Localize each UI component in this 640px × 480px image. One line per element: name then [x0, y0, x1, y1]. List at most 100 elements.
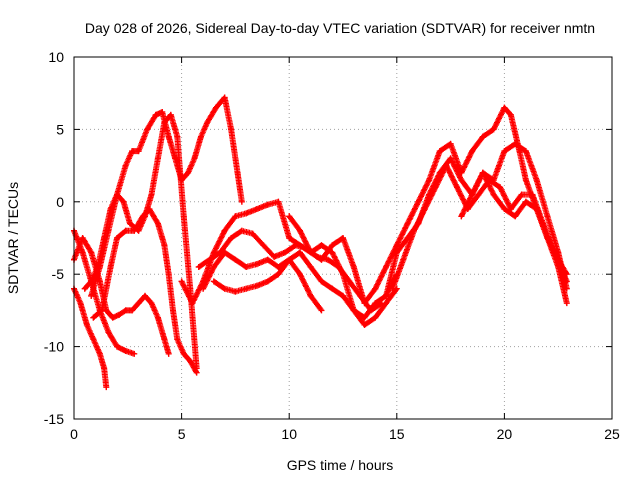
x-tick-label: 10 [281, 426, 297, 442]
series-trace [200, 249, 399, 328]
series-trace [71, 235, 172, 356]
x-tick-label: 20 [497, 426, 513, 442]
data-point [479, 169, 486, 176]
data-point [436, 148, 443, 155]
data-point [114, 343, 121, 350]
data-point [107, 206, 114, 213]
data-point [146, 206, 153, 213]
data-point [79, 249, 86, 256]
data-point [253, 261, 260, 268]
data-point [501, 104, 508, 111]
data-point [479, 133, 486, 140]
data-point [318, 242, 325, 249]
data-point [238, 227, 245, 234]
data-point [447, 155, 454, 162]
data-point [101, 365, 108, 372]
data-point [264, 256, 271, 263]
data-point [296, 249, 303, 256]
data-point [148, 300, 155, 307]
data-point [563, 271, 570, 278]
x-axis-label: GPS time / hours [287, 457, 394, 473]
data-point [131, 350, 138, 357]
data-point [154, 155, 161, 162]
data-point [443, 162, 450, 169]
data-point [372, 314, 379, 321]
data-point [335, 263, 342, 270]
data-point [501, 206, 508, 213]
data-point [139, 213, 146, 220]
y-tick-label: -5 [52, 266, 65, 282]
data-point [88, 292, 95, 299]
data-point [165, 133, 172, 140]
data-series [81, 111, 200, 372]
data-point [286, 235, 293, 241]
data-point [81, 285, 88, 292]
data-point [90, 314, 97, 321]
data-point [114, 235, 121, 241]
y-tick-label: -15 [44, 411, 64, 427]
data-point [329, 242, 336, 249]
data-point [191, 155, 198, 162]
data-point [88, 249, 95, 256]
data-point [169, 307, 176, 314]
x-tick-label: 25 [604, 426, 620, 442]
data-point [221, 227, 228, 234]
chart-title: Day 028 of 2026, Sidereal Day-to-day VTE… [85, 20, 595, 36]
x-tick-label: 0 [70, 426, 78, 442]
data-point [432, 184, 439, 191]
data-point [98, 307, 105, 314]
data-point [389, 285, 396, 292]
data-series [90, 206, 200, 376]
data-point [346, 278, 353, 285]
data-point [189, 300, 196, 307]
data-series [286, 213, 379, 307]
data-series [210, 256, 325, 314]
data-point [361, 314, 368, 321]
data-point [126, 220, 133, 227]
data-point [361, 321, 368, 328]
data-point [96, 350, 103, 357]
plot-frame [73, 56, 613, 420]
data-point [296, 271, 303, 278]
data-point [318, 278, 325, 285]
data-point [264, 201, 271, 208]
data-point [195, 263, 202, 270]
data-point [210, 278, 217, 285]
data-point [469, 148, 476, 155]
data-point [329, 249, 336, 256]
data-point [490, 126, 497, 133]
data-point [340, 235, 346, 241]
data-series [200, 249, 400, 328]
y-tick-label: -10 [44, 339, 64, 355]
data-point [180, 350, 187, 357]
data-point [264, 278, 271, 285]
data-point [307, 249, 314, 256]
data-point [249, 230, 256, 237]
data-point [96, 278, 103, 285]
data-series [389, 162, 570, 292]
data-point [114, 191, 121, 198]
data-point [101, 235, 108, 241]
data-point [329, 285, 336, 292]
data-point [563, 300, 570, 307]
data-point [404, 220, 411, 227]
data-point [281, 249, 288, 256]
data-point [292, 242, 299, 249]
data-point [210, 263, 217, 270]
data-point [512, 140, 519, 147]
data-point [522, 177, 529, 184]
data-point [458, 177, 465, 184]
data-point [135, 148, 142, 155]
y-tick-label: 10 [48, 49, 64, 65]
data-point [497, 184, 504, 191]
data-point [260, 242, 267, 249]
data-point [383, 292, 390, 299]
data-point [204, 119, 211, 126]
data-point [228, 126, 235, 133]
data-point [94, 263, 101, 270]
plot-area [71, 94, 570, 391]
data-point [197, 133, 204, 140]
data-point [393, 242, 400, 249]
data-point [318, 256, 325, 263]
data-point [135, 300, 142, 307]
